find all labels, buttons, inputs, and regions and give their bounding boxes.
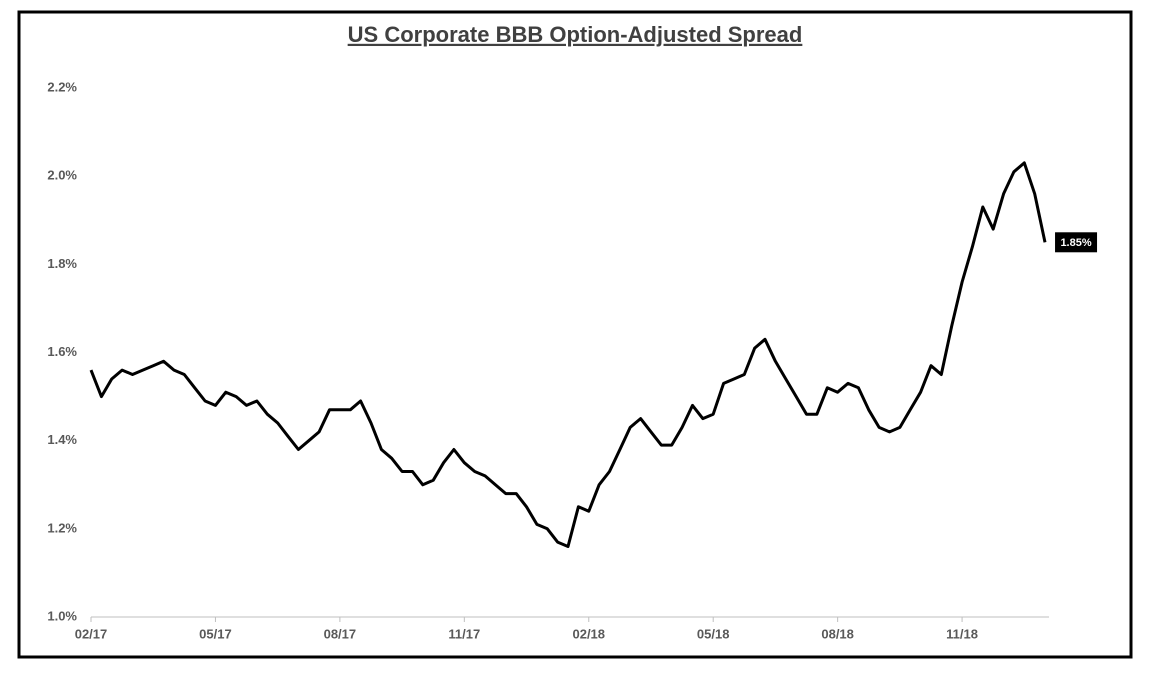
chart-title: US Corporate BBB Option-Adjusted Spread (348, 22, 803, 47)
chart-border (17, 10, 1133, 659)
line (89, 161, 1047, 548)
y-tick-label: 2.0% (47, 168, 77, 183)
x-tick-label: 05/18 (697, 626, 730, 641)
y-tick-label: 1.0% (47, 608, 77, 623)
y-tick-label: 2.2% (47, 79, 77, 94)
y-tick-label: 1.2% (47, 520, 77, 535)
x-tick-label: 11/18 (946, 626, 978, 641)
x-tick-label: 08/18 (821, 626, 854, 641)
y-tick-label: 1.8% (47, 256, 77, 271)
x-tick-label: 05/17 (199, 626, 232, 641)
x-tick-label: 02/18 (572, 626, 605, 641)
value-label: 1.85% (1060, 237, 1091, 249)
y-tick-label: 1.4% (47, 432, 77, 447)
x-tick-label: 11/17 (448, 626, 480, 641)
x-tick-label: 08/17 (324, 626, 357, 641)
x-tick-label: 02/17 (75, 626, 108, 641)
value-label-box (1055, 232, 1098, 253)
y-tick-label: 1.6% (47, 344, 77, 359)
